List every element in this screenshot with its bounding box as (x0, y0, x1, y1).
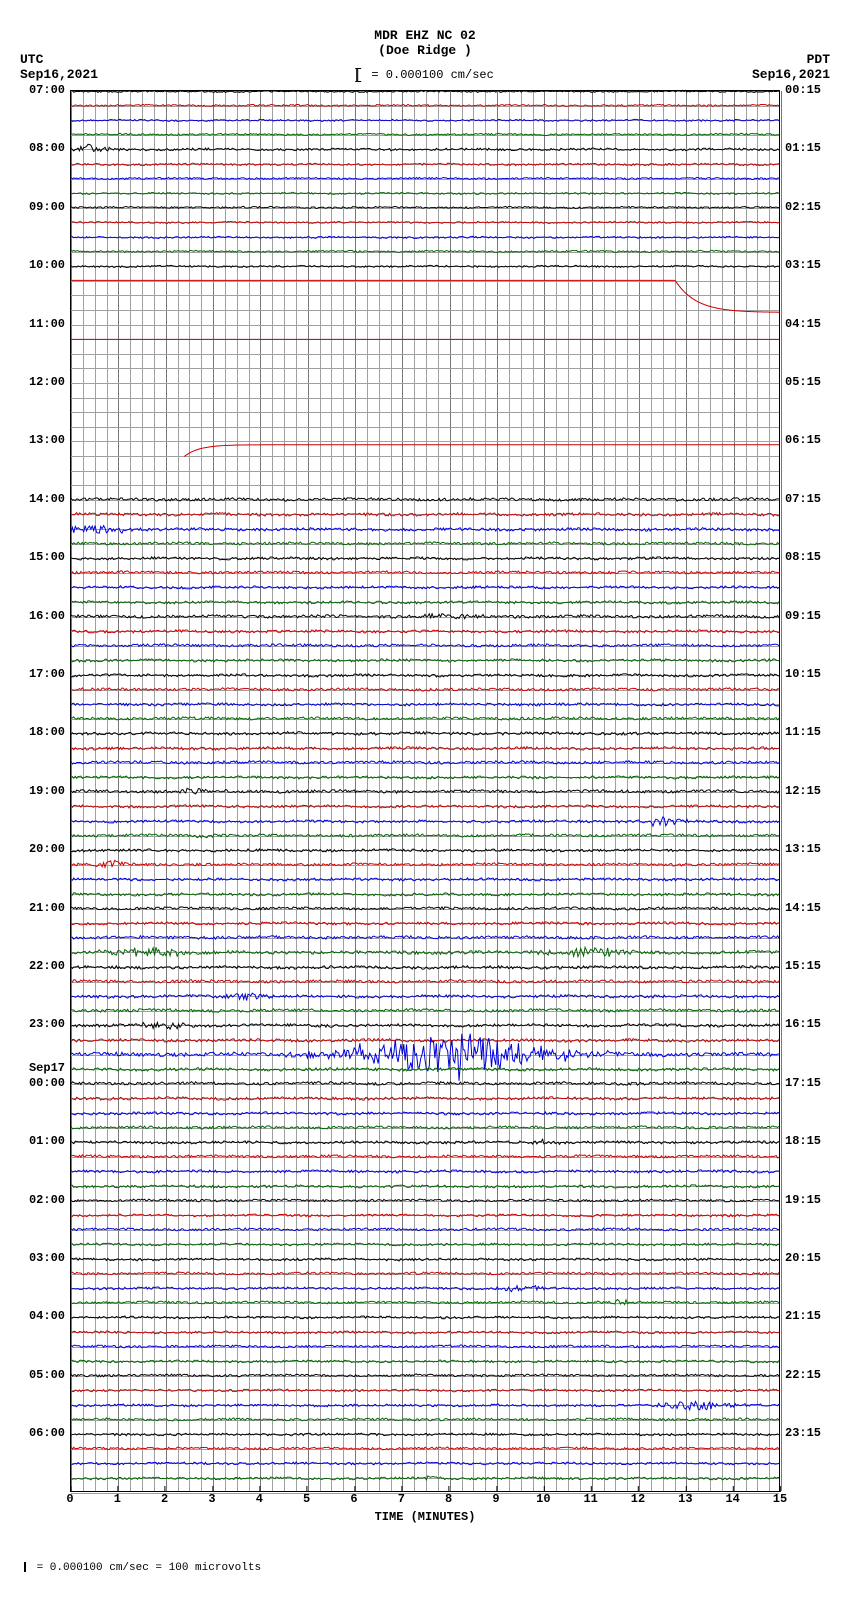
left-time-label: 00:00 (29, 1076, 65, 1090)
x-tick: 2 (161, 1492, 168, 1506)
left-time-label: 09:00 (29, 200, 65, 214)
x-tick: 6 (350, 1492, 357, 1506)
left-time-label: 23:00 (29, 1017, 65, 1031)
left-time-label: 13:00 (29, 433, 65, 447)
right-time-label: 05:15 (785, 375, 821, 389)
x-tick: 3 (208, 1492, 215, 1506)
x-tick: 12 (631, 1492, 645, 1506)
footer: = 0.000100 cm/sec = 100 microvolts (20, 1562, 830, 1574)
left-time-label: 22:00 (29, 959, 65, 973)
left-time-label: 05:00 (29, 1368, 65, 1382)
x-tick: 1 (114, 1492, 121, 1506)
left-time-label: 21:00 (29, 901, 65, 915)
left-time-label: 12:00 (29, 375, 65, 389)
right-time-label: 19:15 (785, 1193, 821, 1207)
header: MDR EHZ NC 02 (Doe Ridge ) = 0.000100 cm… (20, 20, 830, 90)
x-axis-label: TIME (MINUTES) (375, 1510, 476, 1524)
scale-bar-icon (24, 1562, 26, 1572)
x-axis: TIME (MINUTES) 0123456789101112131415 (70, 1492, 780, 1532)
x-tick: 10 (536, 1492, 550, 1506)
x-tick: 14 (725, 1492, 739, 1506)
right-time-label: 18:15 (785, 1134, 821, 1148)
plot-wrap: 07:0008:0009:0010:0011:0012:0013:0014:00… (70, 90, 780, 1492)
date-right: Sep16,2021 (752, 67, 830, 82)
x-tick: 5 (303, 1492, 310, 1506)
left-time-label: 17:00 (29, 667, 65, 681)
x-tick: 8 (445, 1492, 452, 1506)
right-time-label: 16:15 (785, 1017, 821, 1031)
seismogram-plot (70, 90, 780, 1492)
right-time-label: 01:15 (785, 141, 821, 155)
right-time-label: 09:15 (785, 609, 821, 623)
x-tick: 4 (256, 1492, 263, 1506)
left-tz-block: UTC Sep16,2021 (20, 52, 98, 82)
right-time-label: 22:15 (785, 1368, 821, 1382)
footer-text: = 0.000100 cm/sec = 100 microvolts (37, 1562, 261, 1574)
right-time-label: 03:15 (785, 258, 821, 272)
left-time-label: 03:00 (29, 1251, 65, 1265)
left-time-label: 04:00 (29, 1309, 65, 1323)
right-time-label: 13:15 (785, 842, 821, 856)
tz-right: PDT (752, 52, 830, 67)
right-time-label: 17:15 (785, 1076, 821, 1090)
scale-bar-icon (356, 68, 358, 82)
date-left: Sep16,2021 (20, 67, 98, 82)
left-time-label: 19:00 (29, 784, 65, 798)
station-location: (Doe Ridge ) (374, 43, 475, 58)
right-time-label: 11:15 (785, 725, 821, 739)
left-time-label: 18:00 (29, 725, 65, 739)
scale-text: = 0.000100 cm/sec (371, 68, 493, 82)
x-tick: 0 (66, 1492, 73, 1506)
right-time-label: 06:15 (785, 433, 821, 447)
x-tick: 15 (773, 1492, 787, 1506)
x-tick: 13 (678, 1492, 692, 1506)
right-time-label: 10:15 (785, 667, 821, 681)
left-time-label: 02:00 (29, 1193, 65, 1207)
right-time-label: 07:15 (785, 492, 821, 506)
left-time-label: 10:00 (29, 258, 65, 272)
right-tz-block: PDT Sep16,2021 (752, 52, 830, 82)
left-time-label: 11:00 (29, 317, 65, 331)
title-block: MDR EHZ NC 02 (Doe Ridge ) (374, 28, 475, 58)
left-time-label: 08:00 (29, 141, 65, 155)
right-time-label: 02:15 (785, 200, 821, 214)
tz-left: UTC (20, 52, 98, 67)
right-time-label: 12:15 (785, 784, 821, 798)
left-time-label: 20:00 (29, 842, 65, 856)
left-time-label: 14:00 (29, 492, 65, 506)
right-time-label: 20:15 (785, 1251, 821, 1265)
left-time-label: Sep17 (29, 1061, 65, 1075)
left-time-label: 16:00 (29, 609, 65, 623)
right-time-label: 21:15 (785, 1309, 821, 1323)
right-time-label: 14:15 (785, 901, 821, 915)
right-time-label: 00:15 (785, 83, 821, 97)
x-tick: 11 (583, 1492, 597, 1506)
left-time-label: 06:00 (29, 1426, 65, 1440)
right-time-label: 04:15 (785, 317, 821, 331)
left-time-label: 01:00 (29, 1134, 65, 1148)
right-time-label: 08:15 (785, 550, 821, 564)
x-tick: 7 (398, 1492, 405, 1506)
right-time-label: 15:15 (785, 959, 821, 973)
station-code: MDR EHZ NC 02 (374, 28, 475, 43)
scale-indicator: = 0.000100 cm/sec (356, 68, 494, 82)
x-tick: 9 (492, 1492, 499, 1506)
left-time-label: 15:00 (29, 550, 65, 564)
right-time-label: 23:15 (785, 1426, 821, 1440)
left-time-label: 07:00 (29, 83, 65, 97)
